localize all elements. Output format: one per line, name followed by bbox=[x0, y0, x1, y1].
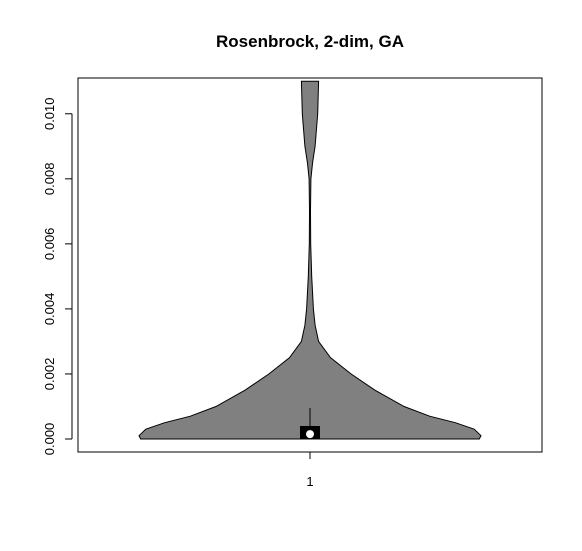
median-point bbox=[306, 430, 314, 439]
y-tick-label: 0.010 bbox=[42, 98, 57, 131]
y-tick-label: 0.006 bbox=[42, 228, 57, 261]
y-tick-label: 0.002 bbox=[42, 358, 57, 391]
y-axis: 0.000 0.002 0.004 0.006 0.008 0.010 bbox=[42, 98, 73, 456]
x-tick-label: 1 bbox=[306, 474, 313, 489]
chart-title: Rosenbrock, 2-dim, GA bbox=[216, 32, 404, 51]
violin-shape bbox=[138, 80, 482, 440]
x-axis: 1 bbox=[306, 452, 314, 489]
y-tick-label: 0.000 bbox=[42, 423, 57, 456]
y-tick-label: 0.004 bbox=[42, 293, 57, 326]
y-tick-label: 0.008 bbox=[42, 163, 57, 196]
